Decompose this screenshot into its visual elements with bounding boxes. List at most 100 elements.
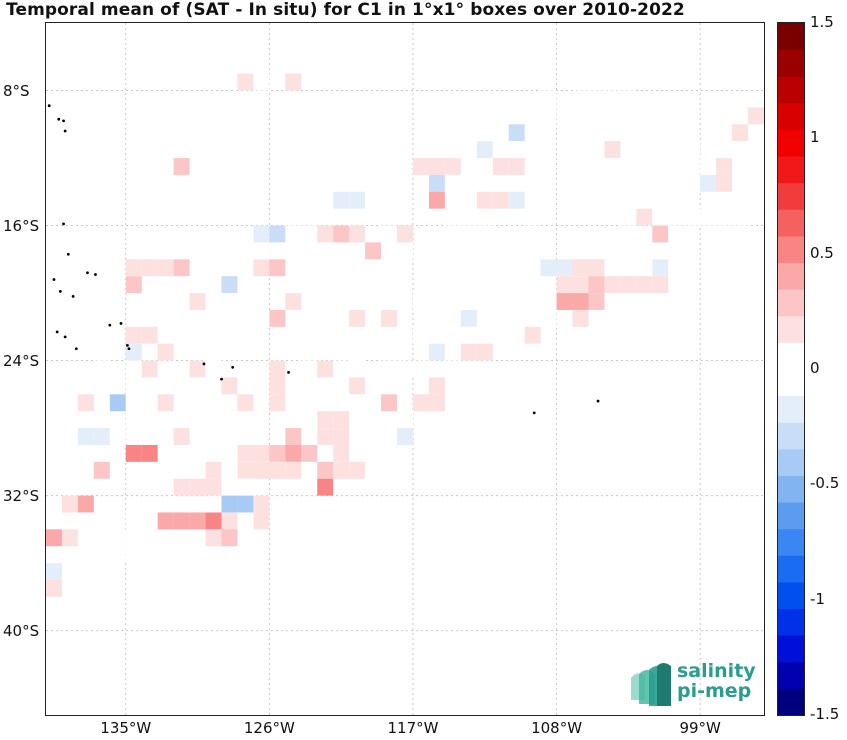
data-cell <box>333 444 350 462</box>
data-cell <box>269 394 286 412</box>
colorbar-segment <box>778 581 804 610</box>
data-cell <box>173 512 190 530</box>
data-cell <box>253 73 270 91</box>
data-cell <box>349 377 366 395</box>
data-cell <box>301 444 318 462</box>
lat-tick-label: 24°S <box>3 351 40 370</box>
data-cell <box>221 377 238 395</box>
data-cell <box>189 444 206 462</box>
colorbar-segment <box>778 156 804 184</box>
data-cell <box>61 495 78 513</box>
data-cell <box>381 377 398 395</box>
colorbar-tick-label: 1 <box>810 128 820 147</box>
data-cell <box>333 428 350 445</box>
island-marker <box>532 411 536 415</box>
data-cell <box>572 276 589 294</box>
data-cell <box>237 309 254 327</box>
data-cell <box>700 158 717 175</box>
data-cell <box>221 276 238 294</box>
data-cell <box>173 428 190 445</box>
data-cell <box>301 326 318 344</box>
data-cell <box>620 259 637 277</box>
data-cell <box>668 158 685 175</box>
data-cell <box>556 259 573 277</box>
data-cell <box>412 326 429 344</box>
data-cell <box>157 377 174 395</box>
data-cell <box>604 276 621 294</box>
data-cell <box>476 191 493 209</box>
data-cell <box>524 276 541 294</box>
data-cell <box>205 343 222 361</box>
data-cell <box>460 343 477 361</box>
data-cell <box>428 326 445 344</box>
data-cell <box>460 326 477 344</box>
colorbar-segment <box>778 635 804 663</box>
data-cell <box>157 394 174 412</box>
island-marker <box>127 347 131 351</box>
island-marker <box>108 323 112 327</box>
data-cell <box>221 428 238 445</box>
island-marker <box>63 335 67 339</box>
data-cell <box>253 495 270 513</box>
data-cell <box>349 293 366 310</box>
data-cell <box>604 90 621 108</box>
data-cell <box>428 394 445 412</box>
data-cell <box>333 191 350 209</box>
data-cell <box>636 158 653 175</box>
data-cell <box>444 141 461 159</box>
data-cell <box>460 124 477 142</box>
data-cell <box>285 208 302 226</box>
data-cell <box>205 360 222 378</box>
lat-tick-label: 16°S <box>3 216 40 235</box>
data-cell <box>556 293 573 310</box>
lat-tick-label: 32°S <box>3 486 40 505</box>
data-cell <box>269 225 286 243</box>
colorbar-tick-label: -1 <box>810 589 825 608</box>
data-cell <box>157 512 174 530</box>
island-marker <box>66 252 70 256</box>
data-cell <box>540 90 557 108</box>
colorbar-segment <box>778 49 804 77</box>
colorbar-segment <box>778 262 804 290</box>
data-cell <box>157 309 174 327</box>
map-title: Temporal mean of (SAT - In situ) for C1 … <box>6 0 685 20</box>
colorbar-segment <box>778 661 804 689</box>
data-cell <box>205 411 222 429</box>
data-cell <box>604 174 621 192</box>
colorbar-segment <box>778 289 804 317</box>
data-cell <box>317 428 334 445</box>
data-cell <box>301 343 318 361</box>
data-cell <box>476 343 493 361</box>
data-cell <box>381 411 398 429</box>
data-cell <box>540 309 557 327</box>
data-cell <box>125 326 142 344</box>
data-cell <box>572 293 589 310</box>
data-cell <box>269 377 286 395</box>
data-cell <box>157 411 174 429</box>
data-cell <box>253 461 270 479</box>
data-cell <box>125 529 142 547</box>
data-cell <box>253 512 270 530</box>
data-cell <box>636 191 653 209</box>
data-cell <box>524 107 541 125</box>
data-cell <box>333 360 350 378</box>
island-marker <box>119 322 123 325</box>
colorbar-segment <box>778 315 804 343</box>
data-cell <box>205 461 222 479</box>
data-cell <box>636 208 653 226</box>
colorbar-segment <box>778 209 804 237</box>
data-cell <box>428 174 445 192</box>
colorbar-segment <box>778 688 804 715</box>
data-cell <box>109 546 126 564</box>
data-cell <box>109 428 126 445</box>
data-cell <box>636 174 653 192</box>
colorbar-segment <box>778 448 804 476</box>
data-cell <box>173 158 190 175</box>
data-cell <box>572 259 589 277</box>
data-cell <box>460 309 477 327</box>
data-cell <box>269 309 286 327</box>
data-cell <box>61 529 78 547</box>
data-cell <box>333 394 350 412</box>
data-cell <box>365 39 382 57</box>
data-cell <box>428 377 445 395</box>
